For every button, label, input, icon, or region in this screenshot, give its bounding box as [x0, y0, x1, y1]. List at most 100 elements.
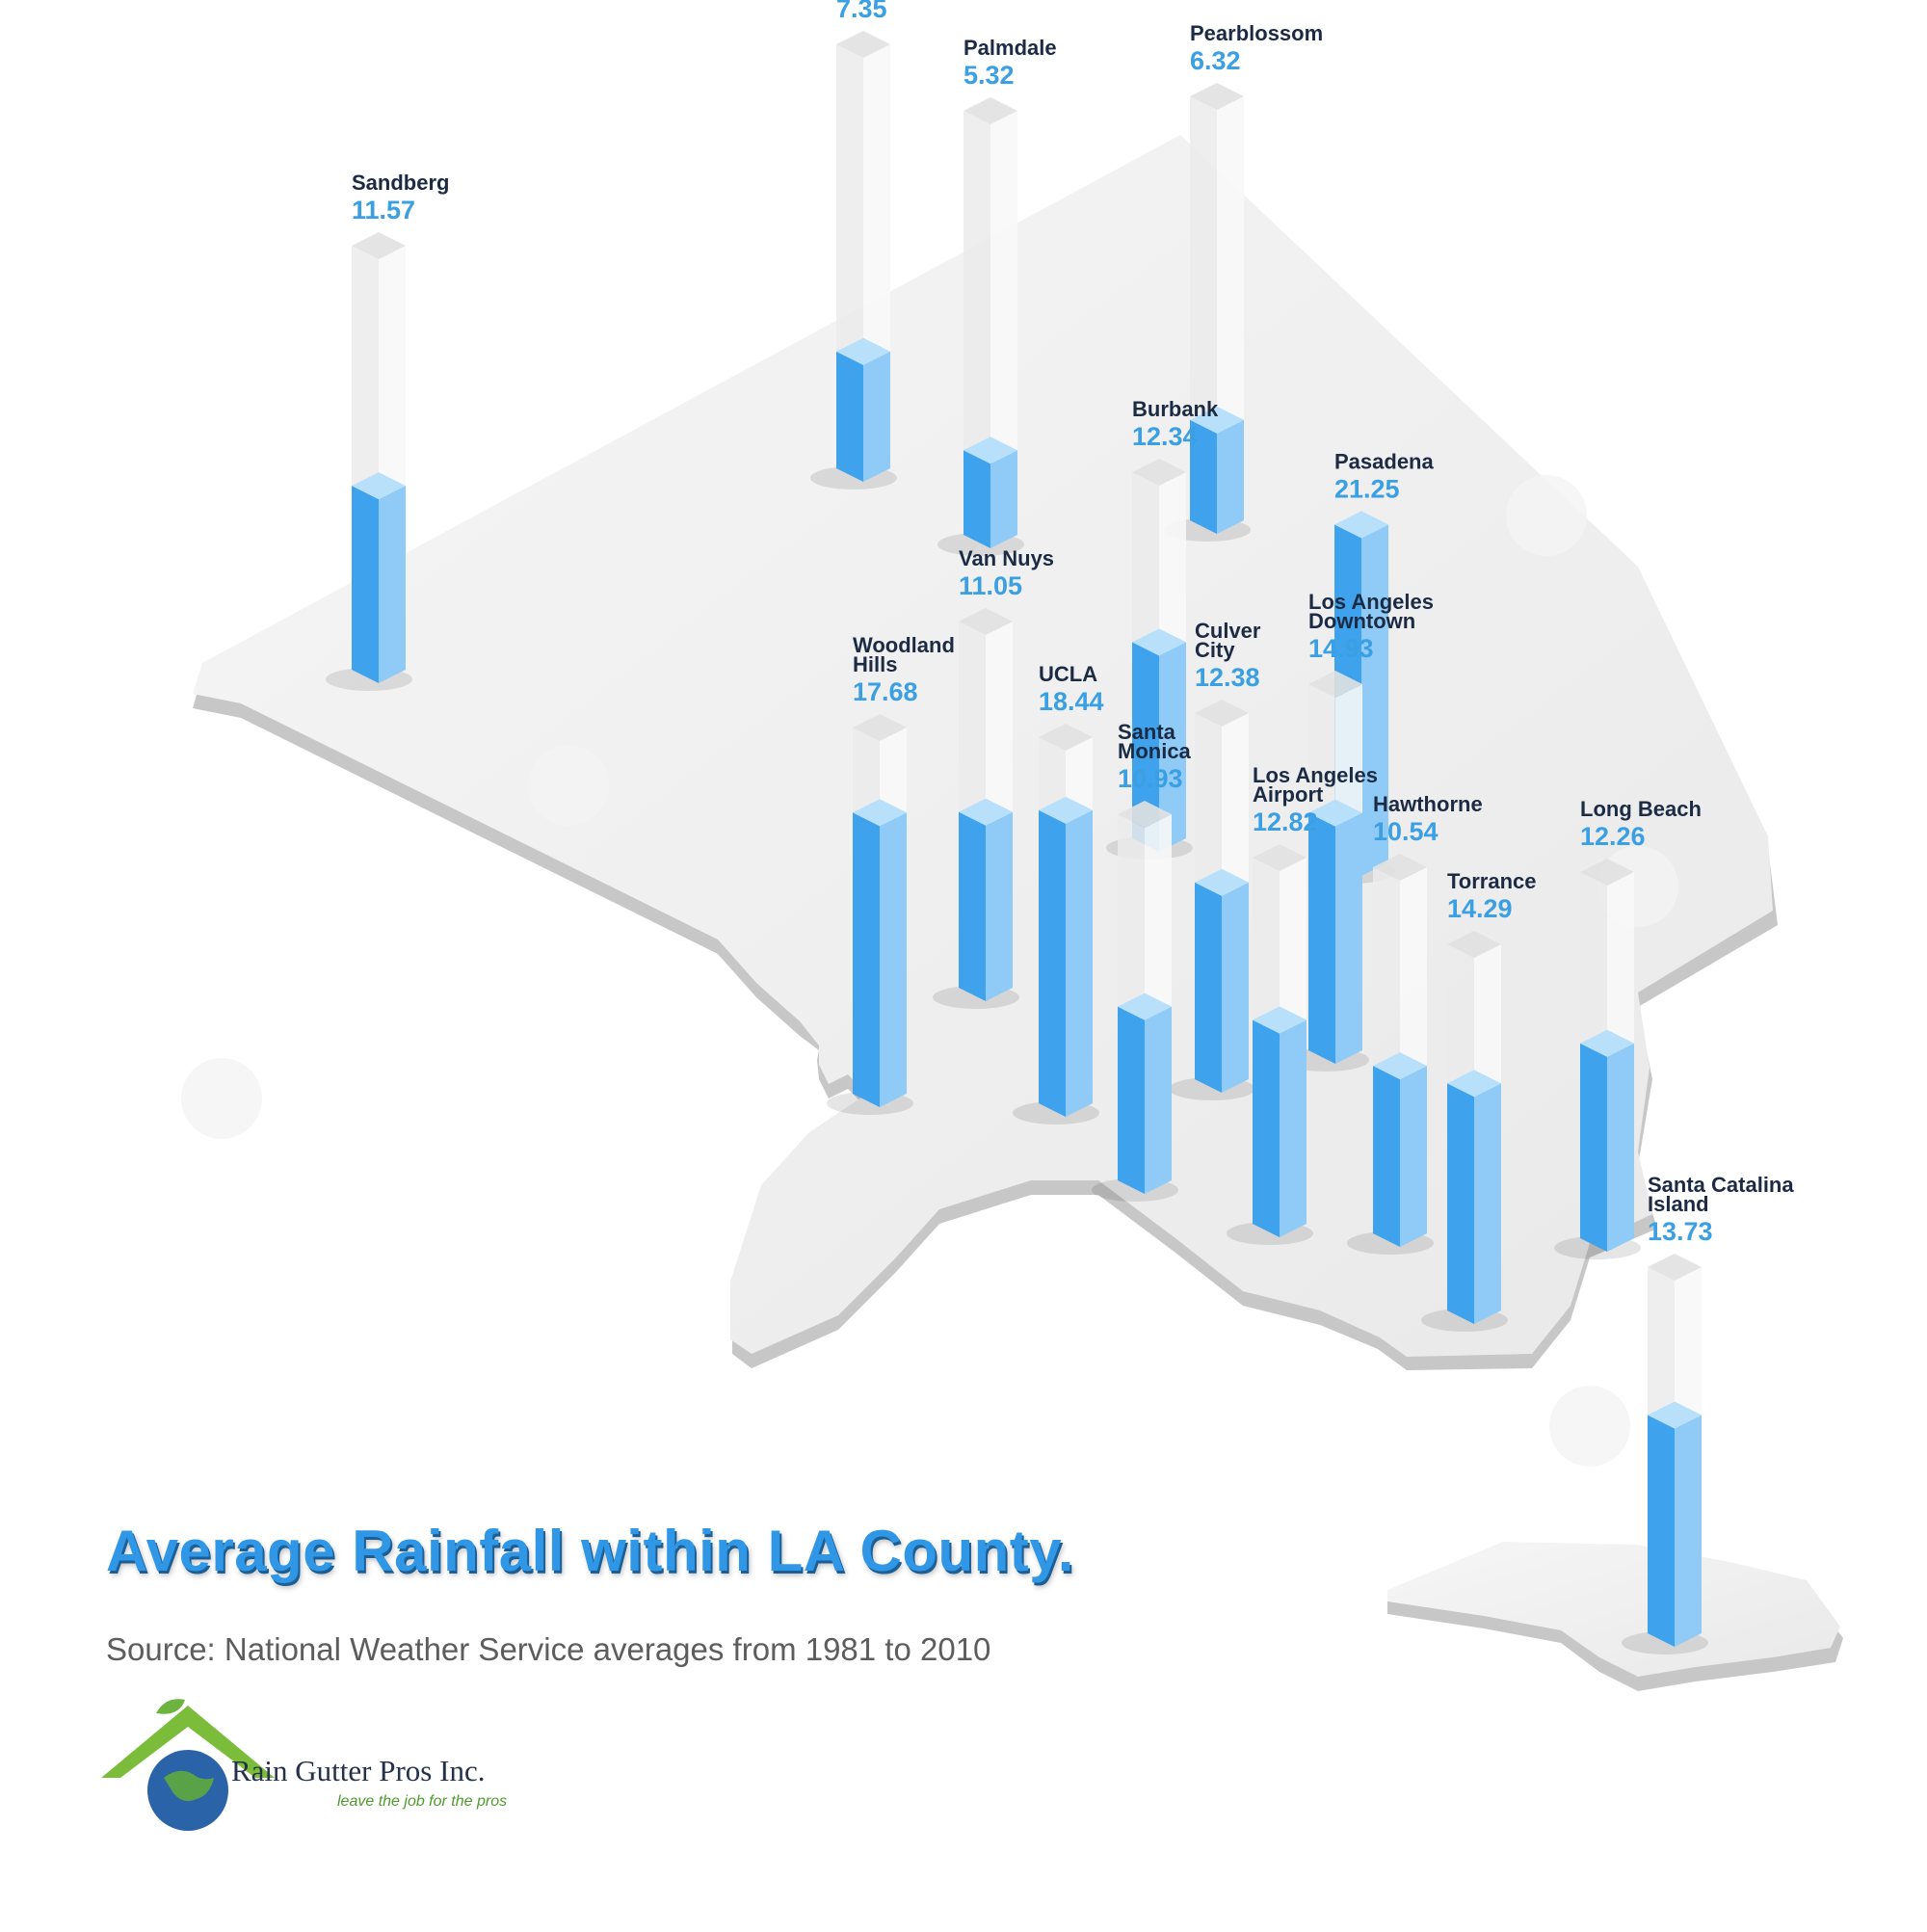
brand-tagline: leave the job for the pros [337, 1793, 507, 1810]
bar-track-front [1648, 1267, 1675, 1429]
bar-fill-top [1195, 868, 1249, 896]
bar-track-front [853, 728, 880, 827]
bar-value-label: 14.29 [1447, 894, 1513, 923]
bar-hawthorne [1347, 854, 1434, 1255]
bar-label: Monica [1118, 739, 1192, 763]
map-catalina-top [1387, 1542, 1840, 1677]
bar-track-front [836, 44, 863, 365]
watermark-mark [181, 1058, 262, 1139]
bar-value-label: 12.38 [1195, 663, 1260, 692]
bar-fill-side [990, 450, 1017, 548]
bar-fill-front [1447, 1083, 1474, 1324]
bar-ucla [1013, 724, 1099, 1125]
bar-track-top [964, 97, 1017, 124]
bar-value-label: 11.57 [352, 196, 415, 225]
bar-track-top [853, 714, 907, 741]
bar-fill-front [1190, 419, 1217, 534]
bar-fill-side [1145, 1006, 1172, 1194]
bar-fill-top [959, 798, 1013, 826]
bar-santa-catalina-island [1622, 1254, 1708, 1654]
bar-fill-top [1308, 799, 1362, 827]
bar-track-front [352, 246, 379, 500]
bar-track-side [1280, 858, 1307, 1034]
bar-fill-top [1118, 992, 1172, 1020]
bar-track-top [1373, 854, 1427, 881]
bar-label: Island [1648, 1192, 1709, 1216]
bar-fill-side [1222, 882, 1249, 1093]
bar-value-label: 18.44 [1039, 687, 1104, 716]
chart-bars [326, 31, 1708, 1654]
bar-fill-top [964, 437, 1017, 464]
watermark-mark [1549, 1386, 1630, 1467]
bar-value-label: 10.54 [1373, 817, 1439, 846]
bar-track-top [1118, 801, 1172, 828]
bar-label: Pasadena [1334, 449, 1434, 473]
brand-name: Rain Gutter Pros Inc. [231, 1754, 485, 1787]
bar-track-top [1190, 83, 1244, 110]
bar-fill-front [1195, 882, 1222, 1093]
bar-fill-top [352, 472, 406, 500]
bar-track-top [1447, 931, 1501, 958]
bar-track-side [1217, 96, 1244, 434]
bar-label: Burbank [1132, 397, 1219, 421]
bar-label: Torrance [1447, 869, 1537, 893]
bar-label: Los Angeles [1253, 763, 1378, 787]
bar-fill-top [1580, 1029, 1634, 1057]
bar-fill-side [1280, 1019, 1307, 1237]
bar-label: Airport [1253, 782, 1324, 807]
bar-value-label: 14.93 [1308, 634, 1374, 663]
bar-sandberg [326, 232, 412, 691]
bar-label: Santa [1118, 720, 1176, 744]
bar-fill-top [1132, 628, 1186, 656]
bar-fill-top [1447, 1070, 1501, 1098]
bar-track-side [1222, 713, 1249, 896]
bar-value-label: 10.93 [1118, 764, 1183, 793]
bar-label: Palmdale [964, 36, 1057, 60]
bar-label: UCLA [1039, 662, 1097, 686]
bar-label: Van Nuys [959, 546, 1054, 570]
bar-track-side [990, 111, 1017, 464]
bar-fill-top [1648, 1401, 1702, 1429]
bar-track-top [959, 608, 1013, 635]
bar-fill-front [1308, 812, 1335, 1064]
bar-track-front [1308, 684, 1335, 827]
bar-track-front [1195, 713, 1222, 896]
bar-label: City [1195, 638, 1235, 662]
logo-emblem [101, 1699, 275, 1831]
bar-track-top [1580, 859, 1634, 886]
bar-fill-top [853, 799, 907, 827]
bar-fill-side [1400, 1066, 1427, 1247]
bar-fill-top [1039, 796, 1093, 824]
bar-label: Santa Catalina [1648, 1173, 1794, 1197]
bar-fill-side [863, 351, 890, 482]
bar-track-side [1400, 867, 1427, 1080]
bar-track-front [1447, 944, 1474, 1098]
bar-lancaster [810, 31, 897, 490]
bar-track-side [1145, 814, 1172, 1020]
bar-fill-side [379, 486, 406, 683]
bar-track-top [1648, 1254, 1702, 1281]
bar-track-side [379, 246, 406, 500]
bar-palmdale [937, 97, 1024, 556]
bar-fill-side [986, 811, 1013, 1001]
bar-fill-top [1190, 406, 1244, 434]
logo-leaf-icon [156, 1699, 185, 1714]
bar-track-side [1335, 684, 1362, 827]
bar-track-side [880, 728, 907, 827]
bar-fill-front [853, 812, 880, 1107]
bar-value-label: 7.35 [836, 0, 887, 23]
chart-subtitle: Source: National Weather Service average… [106, 1631, 991, 1667]
bar-track-front [1190, 96, 1217, 434]
bar-pearblossom [1164, 83, 1251, 542]
bar-value-label: 13.73 [1648, 1217, 1713, 1246]
bar-track-front [1373, 867, 1400, 1080]
bar-fill-front [1039, 809, 1066, 1117]
bar-track-top [1253, 844, 1307, 871]
bar-label: Pearblossom [1190, 21, 1323, 45]
bar-fill-front [1580, 1043, 1607, 1252]
bar-track-side [1675, 1267, 1702, 1429]
bar-fill-side [1066, 809, 1093, 1117]
bar-label: Long Beach [1580, 797, 1702, 821]
bar-track-top [352, 232, 406, 259]
